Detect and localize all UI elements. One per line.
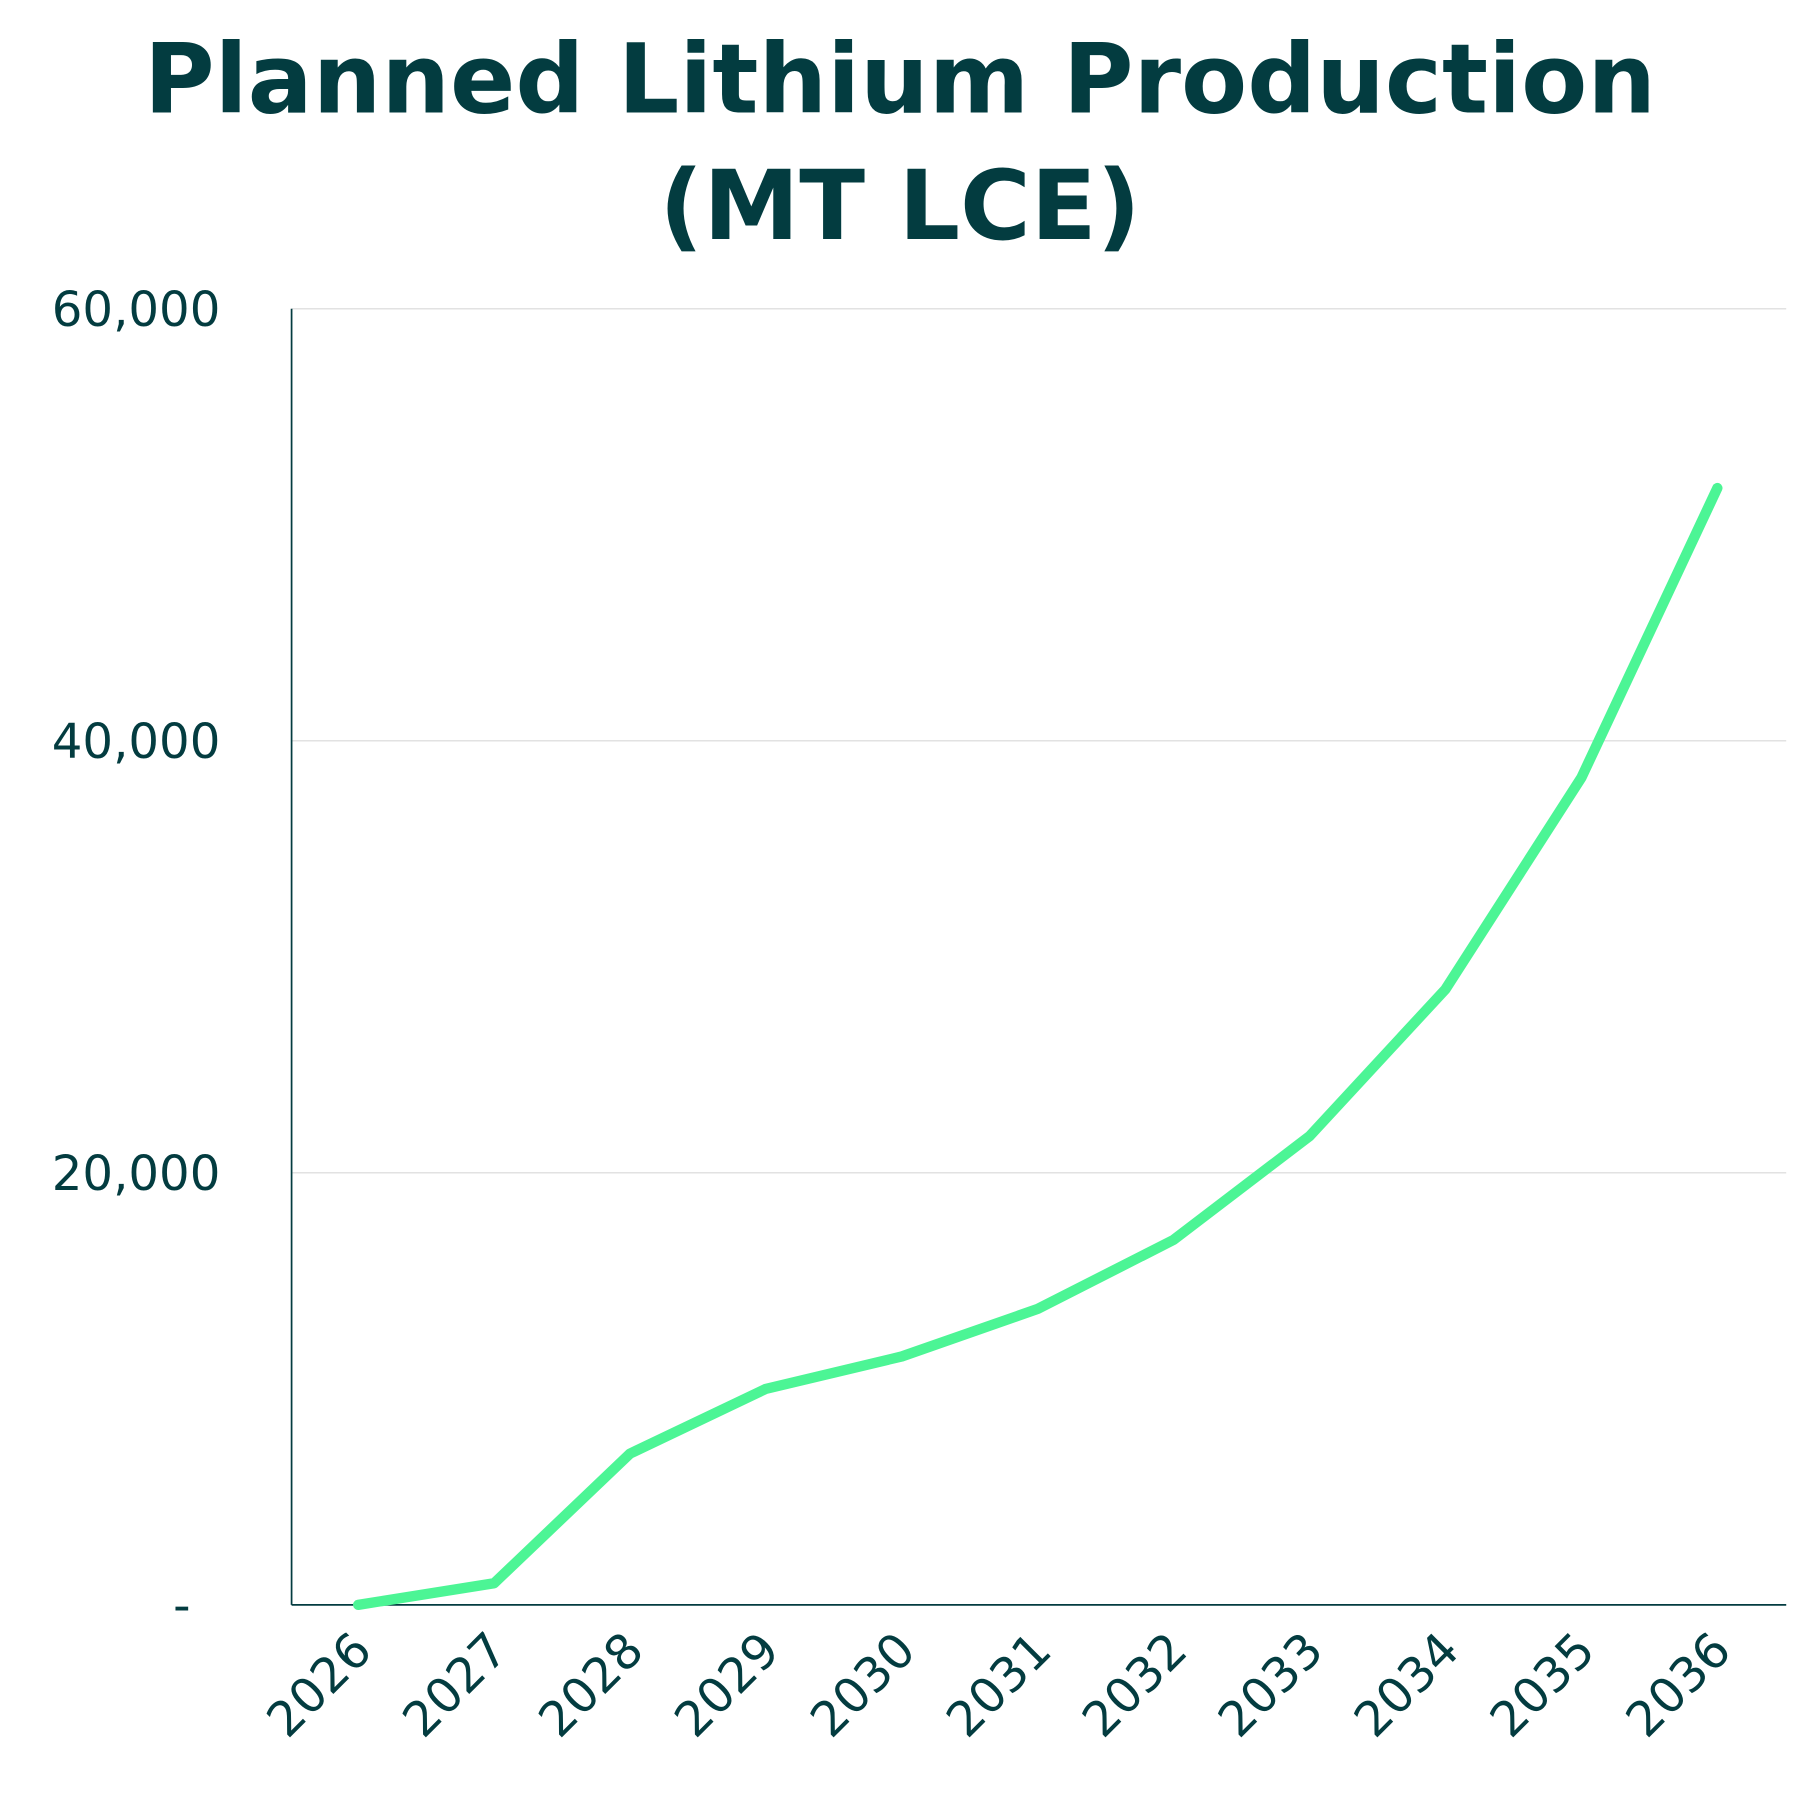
- x-tick-label: 2029: [664, 1622, 790, 1748]
- x-tick-label: 2034: [1344, 1622, 1470, 1748]
- x-tick-label: 2032: [1072, 1622, 1198, 1748]
- y-tick-label: 40,000: [52, 714, 221, 770]
- x-tick-label: 2026: [256, 1622, 382, 1748]
- chart-title-line-2: (MT LCE): [659, 150, 1140, 262]
- x-tick-label: 2028: [528, 1622, 654, 1748]
- series-line: [352, 482, 1723, 1611]
- x-tick-label: 2027: [392, 1622, 518, 1748]
- chart-title-line-1: Planned Lithium Production: [144, 24, 1656, 136]
- x-tick-label: 2031: [936, 1622, 1062, 1748]
- x-tick-label: 2035: [1480, 1622, 1606, 1748]
- y-tick-label: 20,000: [52, 1146, 221, 1202]
- y-tick-label: 60,000: [52, 282, 221, 338]
- x-tick-label: 2033: [1208, 1622, 1334, 1748]
- y-tick-label: -: [173, 1578, 190, 1634]
- x-tick-label: 2036: [1616, 1622, 1742, 1748]
- x-tick-label: 2030: [800, 1622, 926, 1748]
